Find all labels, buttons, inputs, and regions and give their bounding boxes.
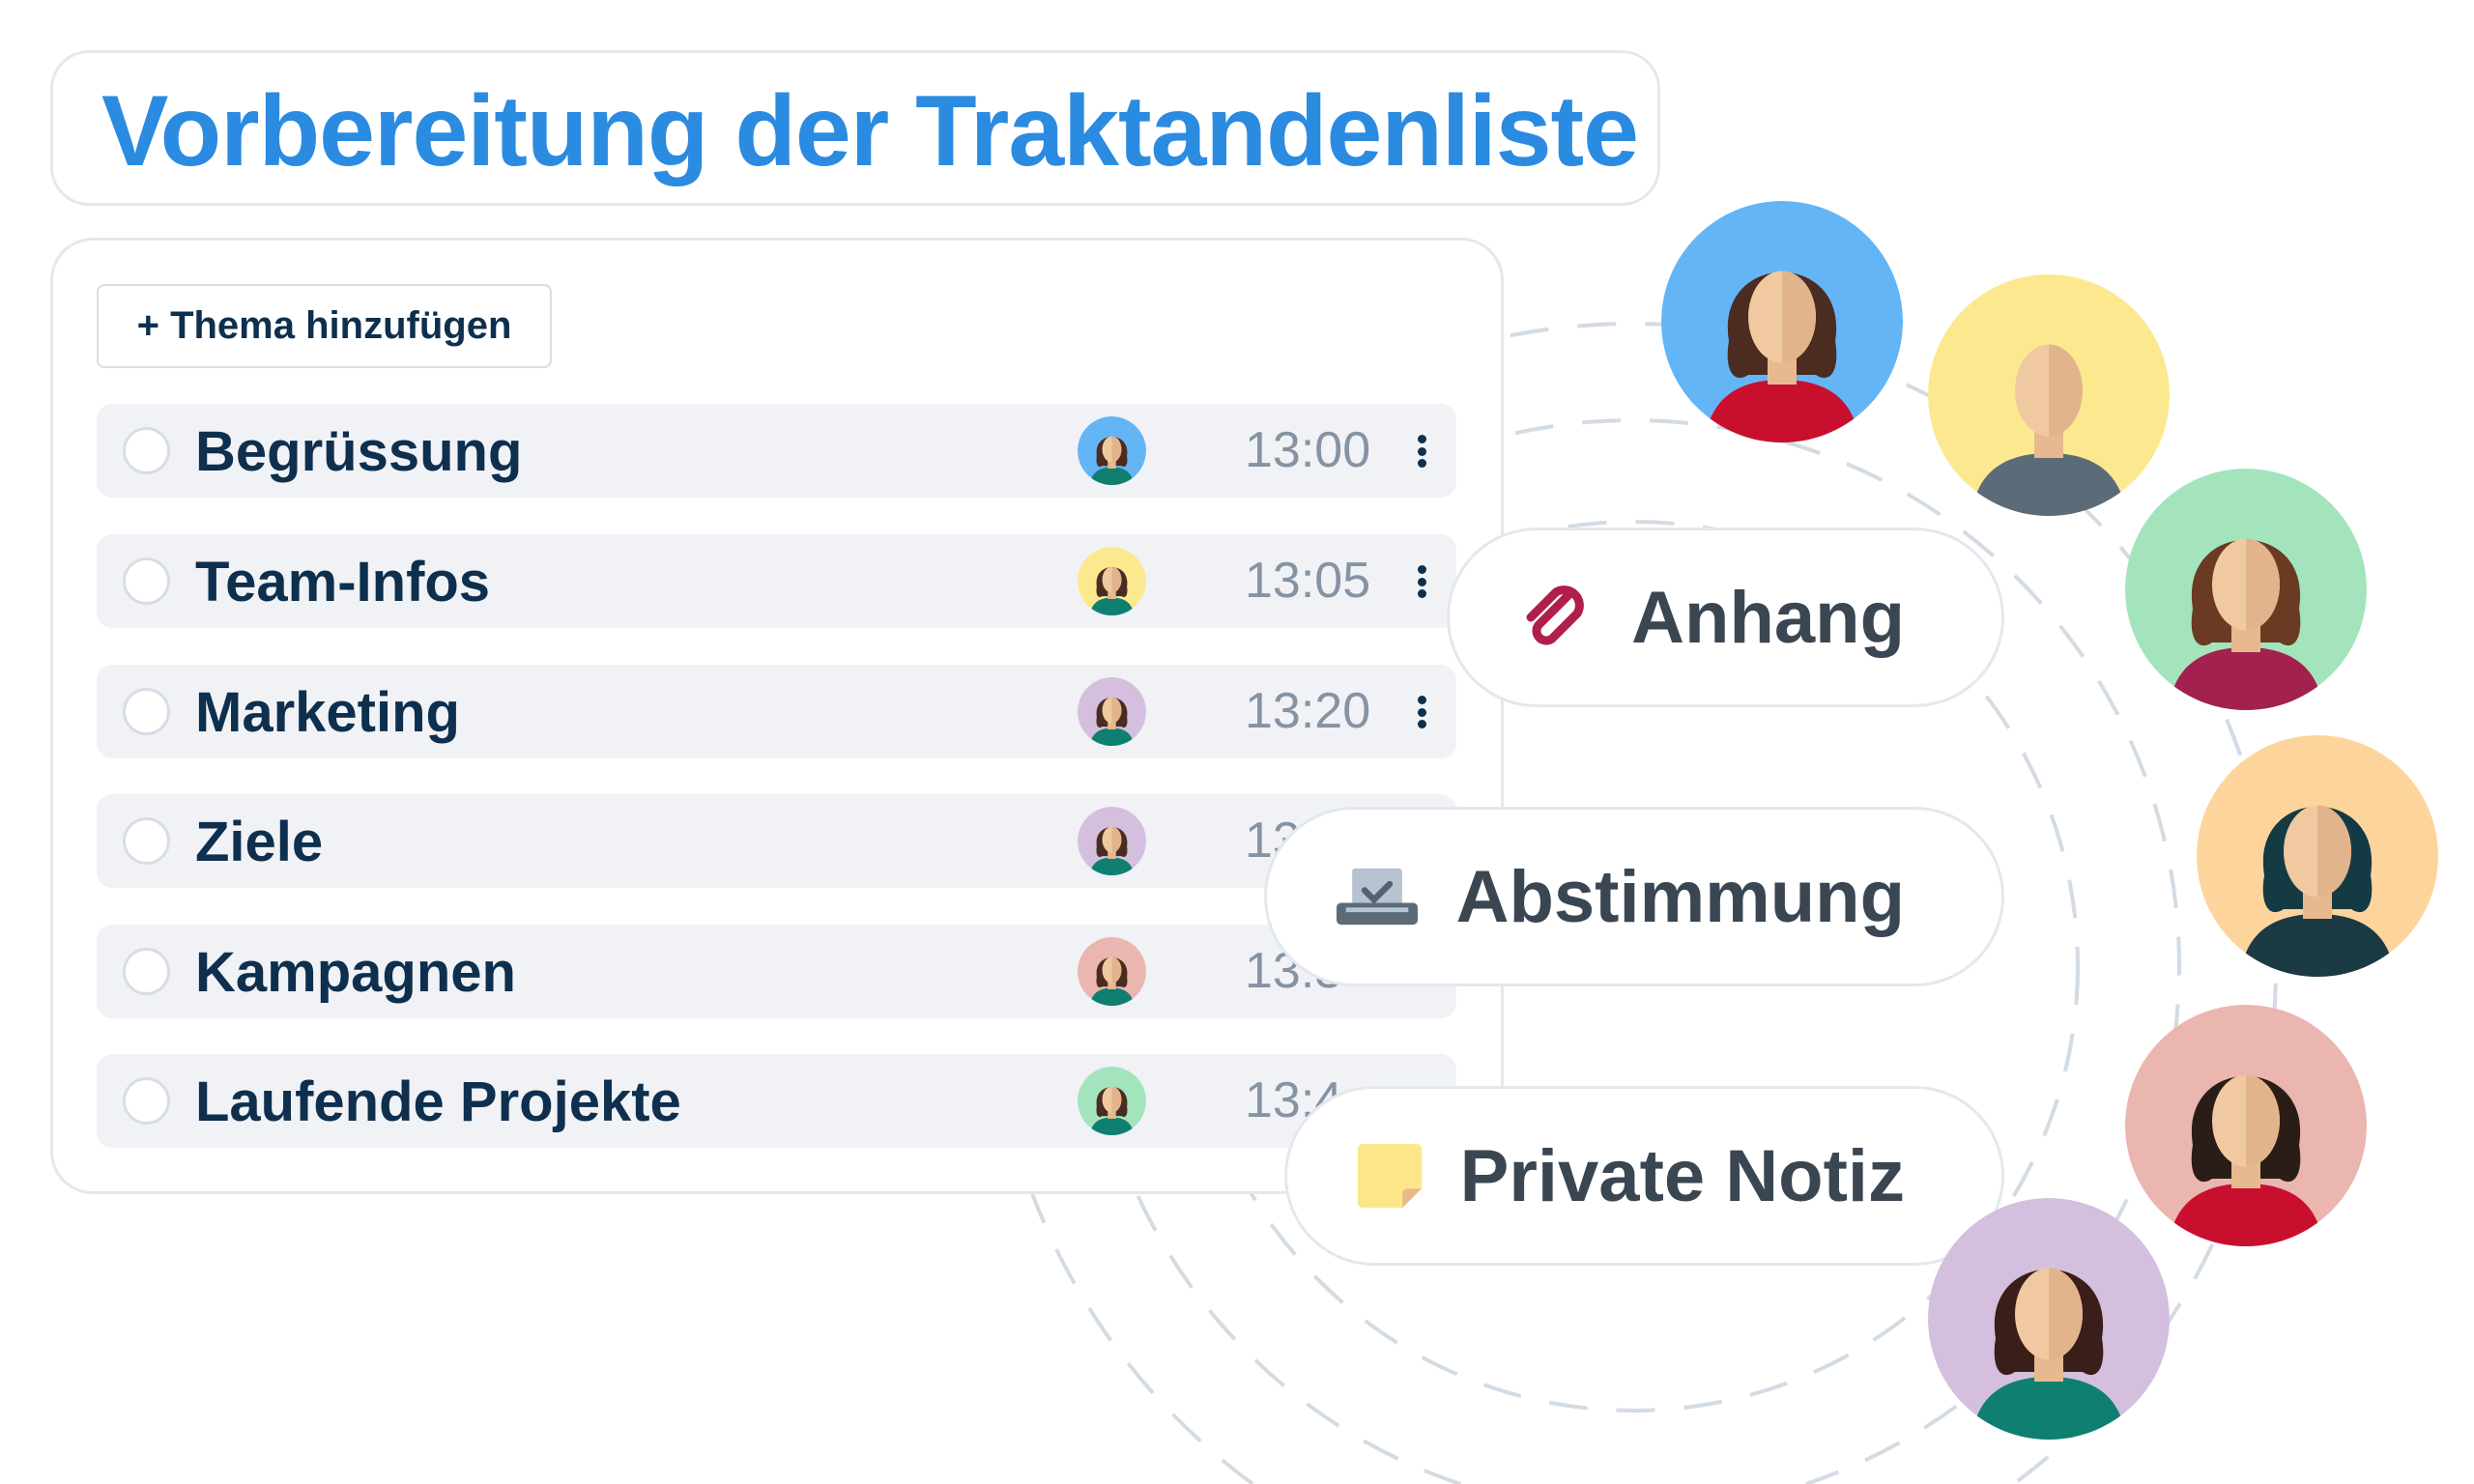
- complete-checkbox[interactable]: [123, 817, 170, 865]
- assignee-avatar: [1078, 807, 1146, 875]
- agenda-item-title: Kampagnen: [195, 941, 516, 1004]
- add-topic-button[interactable]: + Thema hinzufügen: [97, 284, 552, 368]
- agenda-item[interactable]: Laufende Projekte 13:4: [97, 1054, 1456, 1148]
- page-title: Vorbereitung der Traktandenliste: [101, 75, 1639, 187]
- agenda-item-time: 13:00: [1245, 422, 1371, 478]
- complete-checkbox[interactable]: [123, 688, 170, 735]
- agenda-item-title: Laufende Projekte: [195, 1070, 681, 1133]
- more-options-icon[interactable]: [1417, 565, 1426, 598]
- assignee-avatar: [1078, 416, 1146, 485]
- complete-checkbox[interactable]: [123, 1077, 170, 1125]
- agenda-item[interactable]: Begrüssung 13:00: [97, 404, 1456, 498]
- feature-label: Anhang: [1631, 576, 1905, 659]
- assignee-avatar: [1078, 677, 1146, 746]
- complete-checkbox[interactable]: [123, 948, 170, 995]
- agenda-item-time: 13:05: [1245, 553, 1371, 609]
- assignee-avatar: [1078, 1067, 1146, 1135]
- agenda-item-title: Begrüssung: [195, 420, 523, 483]
- complete-checkbox[interactable]: [123, 557, 170, 605]
- participant-avatar: [2125, 469, 2367, 710]
- feature-label: Abstimmung: [1455, 855, 1905, 938]
- agenda-item-title: Marketing: [195, 681, 460, 744]
- agenda-item[interactable]: Marketing 13:20: [97, 665, 1456, 758]
- feature-voting[interactable]: Abstimmung: [1264, 807, 2004, 986]
- paperclip-icon: [1526, 585, 1584, 645]
- agenda-item[interactable]: Ziele 13:: [97, 794, 1456, 888]
- participant-avatar: [1928, 1198, 2170, 1440]
- sticky-note-icon: [1357, 1144, 1422, 1208]
- more-options-icon[interactable]: [1417, 435, 1426, 468]
- agenda-item[interactable]: Kampagnen 13:3: [97, 925, 1456, 1018]
- title-box: Vorbereitung der Traktandenliste: [50, 50, 1660, 206]
- participant-avatar: [1928, 274, 2170, 516]
- assignee-avatar: [1078, 547, 1146, 615]
- feature-private-note[interactable]: Private Notiz: [1284, 1086, 2004, 1266]
- complete-checkbox[interactable]: [123, 427, 170, 474]
- add-topic-label: + Thema hinzufügen: [136, 304, 512, 347]
- feature-attachment[interactable]: Anhang: [1447, 528, 2004, 707]
- agenda-item-title: Team-Infos: [195, 551, 491, 614]
- ballot-box-icon: [1336, 868, 1418, 926]
- more-options-icon[interactable]: [1417, 696, 1426, 728]
- agenda-item-time: 13:20: [1245, 683, 1371, 739]
- agenda-item-title: Ziele: [195, 811, 324, 873]
- participant-avatar: [2197, 735, 2438, 977]
- participant-avatar: [1661, 201, 1903, 442]
- assignee-avatar: [1078, 937, 1146, 1006]
- participant-avatar: [2125, 1005, 2367, 1246]
- feature-label: Private Notiz: [1459, 1134, 1905, 1217]
- agenda-item[interactable]: Team-Infos 13:05: [97, 534, 1456, 628]
